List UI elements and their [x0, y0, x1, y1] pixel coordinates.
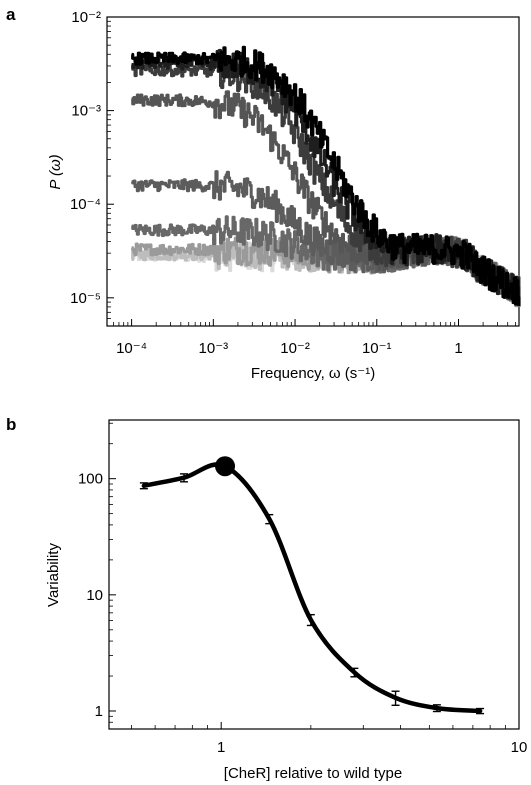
panel-b-x-tick-label: 1	[217, 739, 225, 756]
panel-a-x-tick-label: 10⁻²	[280, 340, 310, 357]
panel-b-variability-line	[141, 462, 483, 714]
panel-b-y-tick-label: 100	[78, 471, 103, 488]
panel-b-error-bar	[179, 473, 188, 483]
panel-b-wild-type-marker	[215, 456, 236, 477]
panel-b: b 1 10 1 10 100 [CheR] relative to wild typ…	[6, 415, 527, 782]
panel-a-y-tick-label: 10⁻⁴	[70, 196, 101, 213]
panel-b-x-ticks: 1 10	[131, 722, 528, 756]
panel-b-error-bar	[350, 667, 359, 678]
panel-b-error-bar	[139, 482, 148, 490]
panel-b-x-tick-label: 10	[511, 739, 528, 756]
panel-b-error-bar	[306, 613, 315, 627]
panel-a-y-tick-label: 10⁻⁵	[70, 290, 101, 307]
panel-b-y-tick-label: 1	[95, 703, 103, 720]
panel-b-error-bar	[391, 690, 400, 706]
panel-b-error-bar	[265, 513, 274, 525]
panel-a-y-axis-label: P (ω)	[47, 154, 64, 189]
panel-a-x-ticks: 10⁻⁴ 10⁻³ 10⁻² 10⁻¹ 1	[113, 319, 517, 357]
panel-b-error-bar	[476, 707, 485, 715]
panel-a-x-tick-label: 10⁻³	[199, 340, 229, 357]
panel-a: a 10⁻⁴ 10⁻³ 10⁻² 10⁻¹ 1 10⁻⁵ 10⁻⁴ 10⁻³ 10⁻² Fre…	[6, 5, 521, 382]
panel-a-frame	[106, 16, 520, 327]
panel-b-plot	[139, 456, 485, 715]
panel-a-x-axis-label: Frequency, ω (s⁻¹)	[251, 365, 375, 382]
panel-a-spectrum-line	[131, 45, 521, 307]
panel-a-letter: a	[6, 5, 16, 24]
panel-b-error-bar	[432, 704, 441, 713]
panel-a-series	[131, 45, 521, 308]
panel-b-y-axis-label: Variability	[45, 543, 62, 607]
panel-b-frame	[108, 419, 520, 730]
panel-b-y-ticks: 1 10 100	[78, 422, 116, 730]
panel-a-x-tick-label: 10⁻⁴	[116, 340, 147, 357]
panel-a-x-tick-label: 1	[454, 340, 462, 357]
panel-a-y-ticks: 10⁻⁵ 10⁻⁴ 10⁻³ 10⁻²	[70, 9, 114, 319]
panel-b-letter: b	[6, 415, 16, 434]
panel-a-x-tick-label: 10⁻¹	[362, 340, 392, 357]
panel-a-y-tick-label: 10⁻³	[71, 103, 101, 120]
panel-b-y-tick-label: 10	[86, 587, 103, 604]
panel-a-y-tick-label: 10⁻²	[71, 9, 101, 26]
panel-b-x-axis-label: [CheR] relative to wild type	[224, 765, 402, 782]
